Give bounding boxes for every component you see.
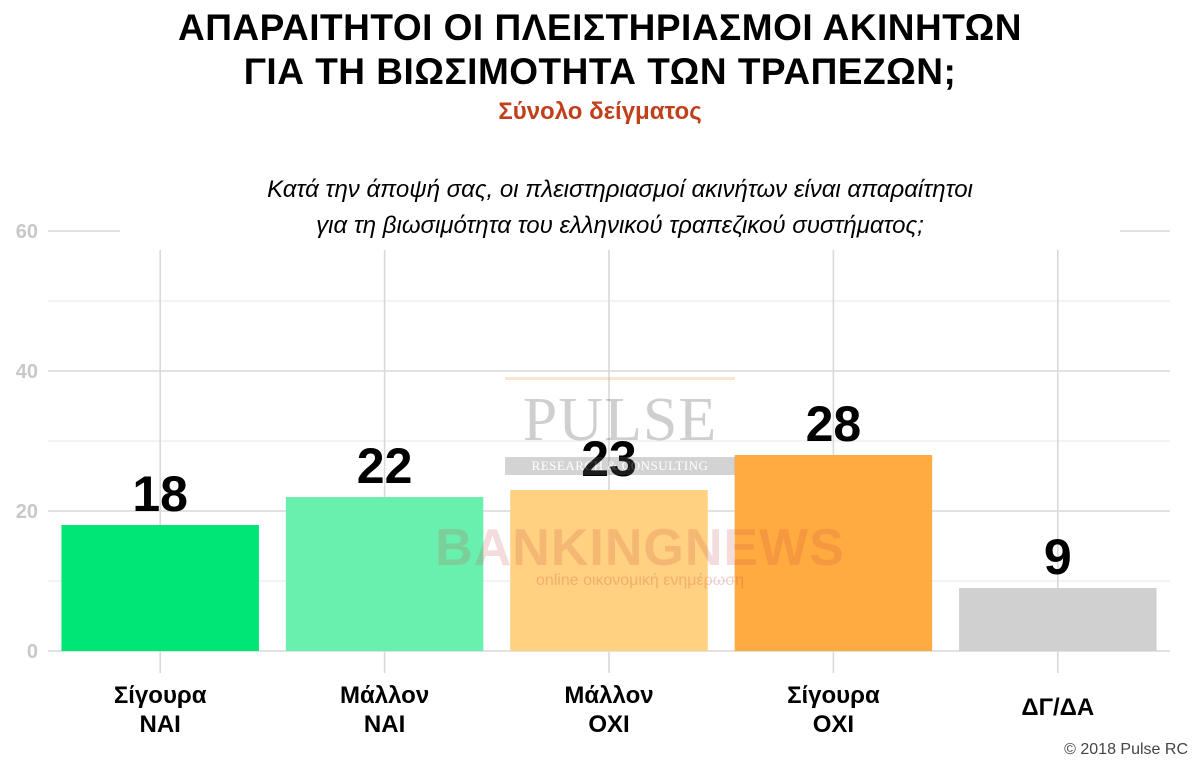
x-tick-label: ΔΓ/ΔΑ xyxy=(1021,694,1094,721)
x-tick-label: ΝΑΙ xyxy=(140,711,181,738)
pulse-watermark-line xyxy=(505,377,735,380)
bar xyxy=(734,455,933,651)
bankingnews-watermark: BANKINGNEWS xyxy=(435,519,845,577)
x-tick-label: Σίγουρα xyxy=(114,682,207,709)
bar xyxy=(510,490,708,651)
bar-value-label: 23 xyxy=(581,431,637,487)
bar xyxy=(959,588,1157,651)
y-tick-label: 40 xyxy=(16,361,38,383)
bar xyxy=(285,497,484,651)
bar-value-label: 22 xyxy=(357,438,413,494)
pulse-watermark-logo: PULSE RESEARCH & CONSULTING xyxy=(505,345,735,475)
x-tick-label: Σίγουρα xyxy=(787,682,880,709)
question-line-2: για τη βιωσιμότητα του ελληνικού τραπεζι… xyxy=(316,212,924,239)
pulse-watermark-subtext: RESEARCH & CONSULTING xyxy=(505,457,735,475)
pulse-watermark-text: PULSE xyxy=(522,386,718,454)
x-tick-label: ΝΑΙ xyxy=(364,711,405,738)
title-line-1: ΑΠΑΡΑΙΤΗΤΟΙ ΟΙ ΠΛΕΙΣΤΗΡΙΑΣΜΟΙ ΑΚΙΝΗΤΩΝ xyxy=(177,7,1023,48)
question-line-1: Κατά την άποψή σας, οι πλειστηριασμοί ακ… xyxy=(267,176,973,203)
y-tick-label: 60 xyxy=(16,221,38,243)
chart-subtitle: Σύνολο δείγματος xyxy=(498,98,702,125)
y-tick-label: 0 xyxy=(27,641,38,663)
title-line-2: ΓΙΑ ΤΗ ΒΙΩΣΙΜΟΤΗΤΑ ΤΩΝ ΤΡΑΠΕΖΩΝ; xyxy=(243,51,957,92)
x-tick-label: ΟΧΙ xyxy=(813,711,854,738)
copyright-note: © 2018 Pulse RC xyxy=(1064,741,1188,758)
bar-value-label: 28 xyxy=(806,396,862,452)
bar-value-label: 9 xyxy=(1044,529,1072,585)
x-tick-label: ΟΧΙ xyxy=(588,711,629,738)
y-tick-label: 20 xyxy=(16,501,38,523)
survey-question: Κατά την άποψή σας, οι πλειστηριασμοί ακ… xyxy=(120,172,1120,250)
chart-title: ΑΠΑΡΑΙΤΗΤΟΙ ΟΙ ΠΛΕΙΣΤΗΡΙΑΣΜΟΙ ΑΚΙΝΗΤΩΝ Γ… xyxy=(0,6,1200,94)
bar-value-label: 18 xyxy=(132,466,188,522)
bar xyxy=(61,525,259,651)
x-tick-label: Μάλλον xyxy=(564,682,653,709)
x-tick-label: Μάλλον xyxy=(340,682,429,709)
bankingnews-watermark-tagline: online οικονομική ενημέρωση xyxy=(535,572,745,589)
